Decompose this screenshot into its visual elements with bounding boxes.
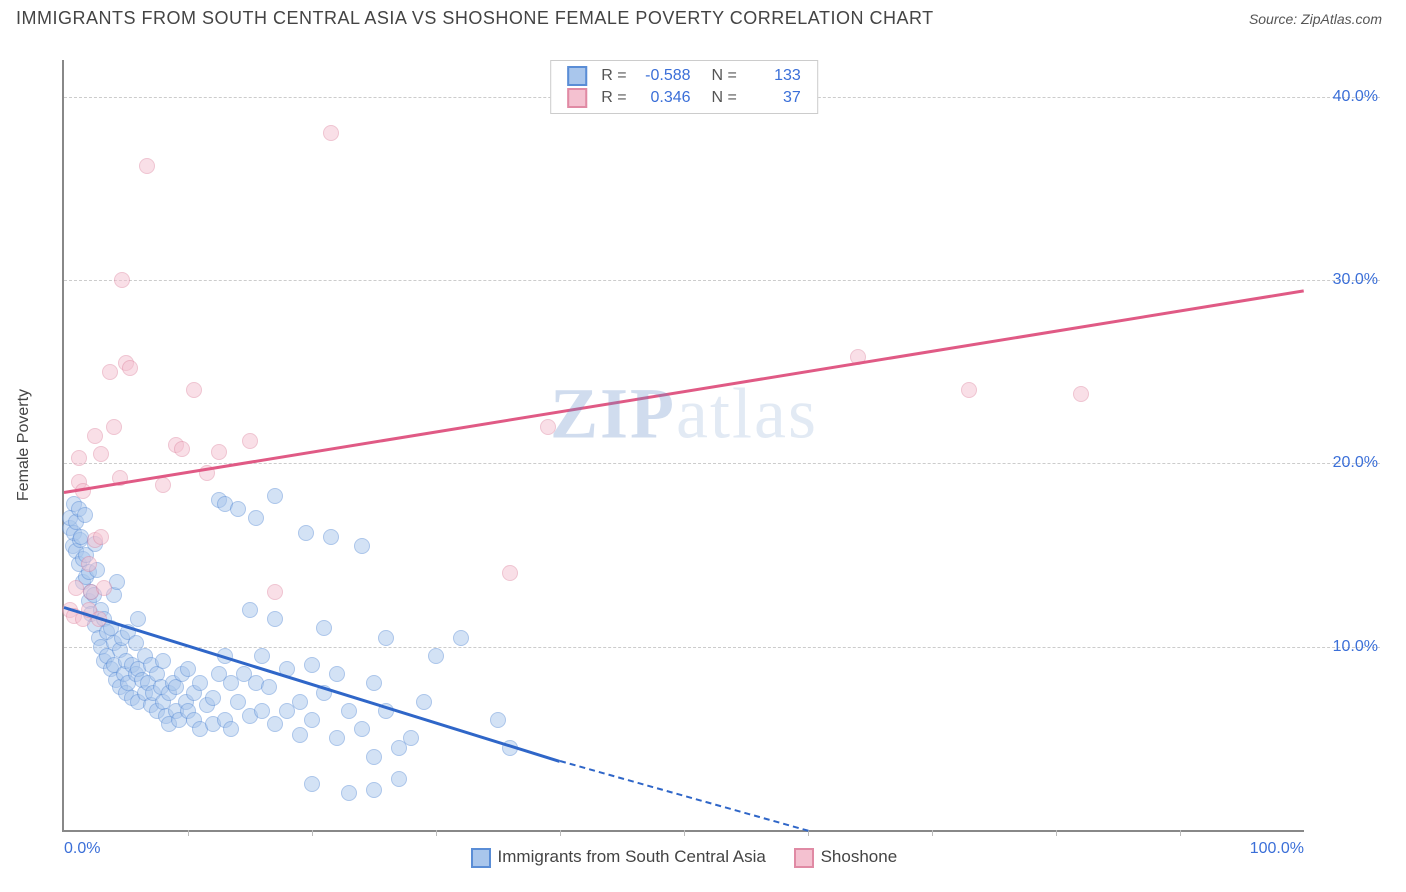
data-point bbox=[304, 776, 320, 792]
data-point bbox=[366, 675, 382, 691]
data-point bbox=[292, 727, 308, 743]
source-attribution: Source: ZipAtlas.com bbox=[1249, 11, 1382, 27]
data-point bbox=[961, 382, 977, 398]
data-point bbox=[205, 690, 221, 706]
data-point bbox=[114, 272, 130, 288]
y-tick-label: 30.0% bbox=[1310, 271, 1378, 289]
data-point bbox=[292, 694, 308, 710]
x-minor-tick bbox=[1180, 830, 1181, 836]
data-point bbox=[254, 703, 270, 719]
data-point bbox=[304, 712, 320, 728]
y-tick-label: 20.0% bbox=[1310, 454, 1378, 472]
y-tick-label: 10.0% bbox=[1310, 638, 1378, 656]
data-point bbox=[102, 364, 118, 380]
data-point bbox=[186, 382, 202, 398]
data-point bbox=[71, 450, 87, 466]
x-tick-label: 0.0% bbox=[64, 840, 100, 858]
x-tick-label: 100.0% bbox=[1250, 840, 1304, 858]
watermark: ZIPatlas bbox=[550, 373, 818, 456]
data-point bbox=[155, 653, 171, 669]
data-point bbox=[323, 529, 339, 545]
data-point bbox=[192, 675, 208, 691]
y-tick-label: 40.0% bbox=[1310, 88, 1378, 106]
data-point bbox=[366, 782, 382, 798]
trend-line bbox=[560, 760, 809, 832]
data-point bbox=[87, 428, 103, 444]
data-point bbox=[109, 574, 125, 590]
plot-area: Female Poverty ZIPatlas R = -0.588 N = 1… bbox=[62, 60, 1304, 832]
legend-series-item: Immigrants from South Central Asia bbox=[471, 847, 766, 866]
x-minor-tick bbox=[188, 830, 189, 836]
y-axis-label: Female Poverty bbox=[15, 389, 33, 501]
data-point bbox=[139, 158, 155, 174]
page-title: IMMIGRANTS FROM SOUTH CENTRAL ASIA VS SH… bbox=[16, 8, 934, 29]
data-point bbox=[329, 666, 345, 682]
data-point bbox=[1073, 386, 1089, 402]
x-minor-tick bbox=[312, 830, 313, 836]
data-point bbox=[416, 694, 432, 710]
data-point bbox=[68, 580, 84, 596]
data-point bbox=[96, 580, 112, 596]
data-point bbox=[106, 419, 122, 435]
data-point bbox=[77, 507, 93, 523]
grid-line-h bbox=[64, 280, 1380, 281]
data-point bbox=[248, 510, 264, 526]
data-point bbox=[180, 661, 196, 677]
data-point bbox=[261, 679, 277, 695]
data-point bbox=[304, 657, 320, 673]
data-point bbox=[174, 441, 190, 457]
data-point bbox=[323, 125, 339, 141]
data-point bbox=[230, 501, 246, 517]
data-point bbox=[341, 703, 357, 719]
x-minor-tick bbox=[436, 830, 437, 836]
data-point bbox=[391, 771, 407, 787]
correlation-chart: Female Poverty ZIPatlas R = -0.588 N = 1… bbox=[16, 40, 1382, 872]
data-point bbox=[155, 477, 171, 493]
data-point bbox=[316, 620, 332, 636]
grid-line-h bbox=[64, 463, 1380, 464]
data-point bbox=[540, 419, 556, 435]
data-point bbox=[267, 611, 283, 627]
data-point bbox=[341, 785, 357, 801]
data-point bbox=[502, 565, 518, 581]
x-minor-tick bbox=[560, 830, 561, 836]
data-point bbox=[366, 749, 382, 765]
x-minor-tick bbox=[932, 830, 933, 836]
data-point bbox=[267, 584, 283, 600]
data-point bbox=[298, 525, 314, 541]
data-point bbox=[453, 630, 469, 646]
data-point bbox=[329, 730, 345, 746]
data-point bbox=[211, 444, 227, 460]
legend-stat-row: R = 0.346 N = 37 bbox=[561, 87, 807, 109]
x-minor-tick bbox=[808, 830, 809, 836]
x-minor-tick bbox=[1056, 830, 1057, 836]
legend-series-item: Shoshone bbox=[794, 847, 897, 866]
series-legend: Immigrants from South Central Asia Shosh… bbox=[64, 847, 1304, 868]
data-point bbox=[122, 360, 138, 376]
x-minor-tick bbox=[684, 830, 685, 836]
data-point bbox=[267, 716, 283, 732]
data-point bbox=[354, 721, 370, 737]
data-point bbox=[223, 721, 239, 737]
data-point bbox=[230, 694, 246, 710]
data-point bbox=[81, 556, 97, 572]
data-point bbox=[354, 538, 370, 554]
data-point bbox=[403, 730, 419, 746]
correlation-legend: R = -0.588 N = 133R = 0.346 N = 37 bbox=[550, 60, 818, 114]
data-point bbox=[130, 611, 146, 627]
data-point bbox=[93, 529, 109, 545]
data-point bbox=[242, 602, 258, 618]
data-point bbox=[93, 446, 109, 462]
data-point bbox=[428, 648, 444, 664]
data-point bbox=[242, 433, 258, 449]
data-point bbox=[254, 648, 270, 664]
legend-stat-row: R = -0.588 N = 133 bbox=[561, 65, 807, 87]
data-point bbox=[490, 712, 506, 728]
data-point bbox=[378, 630, 394, 646]
data-point bbox=[267, 488, 283, 504]
